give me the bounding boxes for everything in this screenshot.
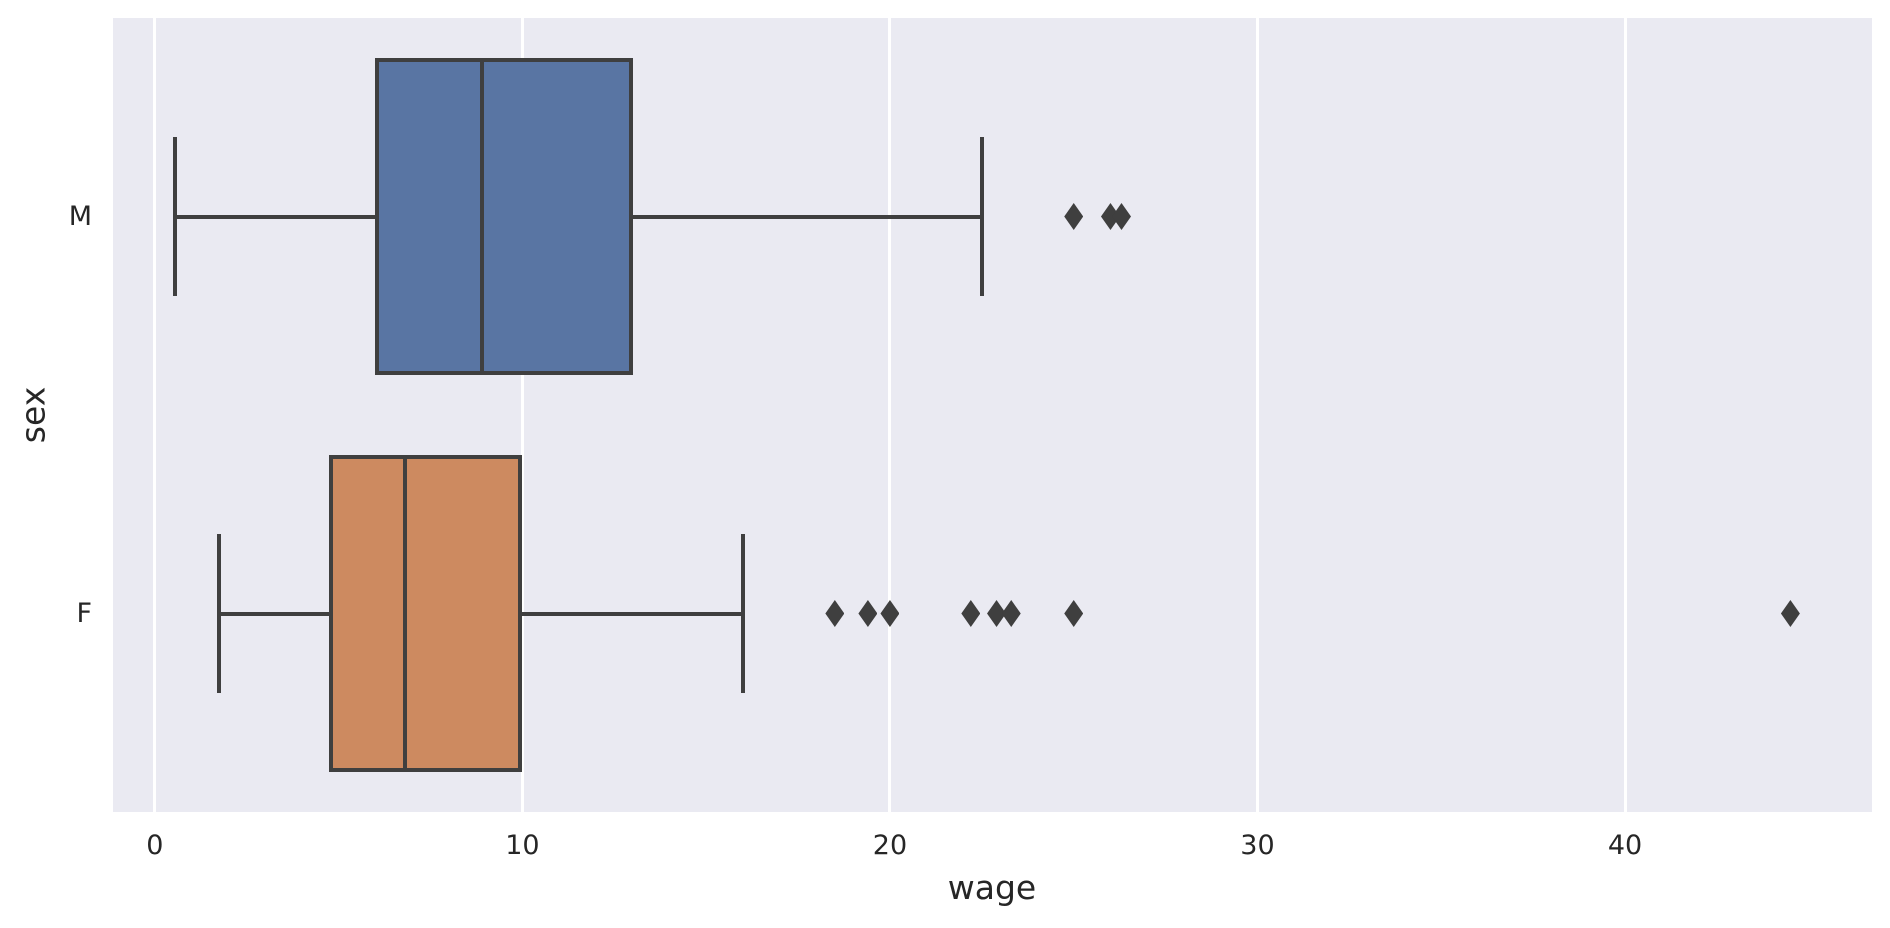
y-tick-label-M: M	[68, 200, 92, 232]
x-tick-label-20: 20	[872, 830, 908, 861]
x-gridline	[153, 18, 157, 812]
whisker-cap-low	[217, 534, 222, 693]
outlier-diamond	[1001, 600, 1021, 627]
x-tick-label-0: 0	[146, 830, 164, 861]
outlier-diamond	[1100, 203, 1120, 230]
outlier-diamond	[825, 600, 845, 627]
outlier-diamond	[858, 600, 878, 627]
median-line-M	[480, 57, 484, 376]
x-tick-label-30: 30	[1240, 830, 1275, 861]
whisker-line-high	[522, 611, 743, 616]
whisker-line-low	[219, 611, 330, 616]
whisker-cap-low	[173, 137, 178, 296]
whisker-line-high	[632, 214, 982, 219]
whisker-cap-high	[740, 534, 745, 693]
outlier-diamond	[987, 600, 1007, 627]
median-line-F	[402, 454, 407, 773]
box-F	[329, 454, 523, 773]
y-tick-label-F: F	[76, 597, 92, 629]
whisker-line-low	[175, 214, 376, 219]
x-axis-title: wage	[947, 868, 1037, 907]
whisker-cap-high	[979, 137, 984, 296]
outlier-diamond	[961, 600, 981, 627]
outlier-diamond	[1780, 600, 1800, 627]
y-axis-title: sex	[13, 386, 53, 444]
x-tick-label-40: 40	[1607, 830, 1643, 861]
x-gridline	[520, 18, 524, 812]
outlier-diamond	[880, 600, 900, 627]
x-gridline	[1623, 18, 1627, 812]
x-gridline	[888, 18, 892, 812]
x-gridline	[1255, 18, 1259, 812]
x-tick-label-10: 10	[505, 830, 540, 861]
outlier-diamond	[1064, 600, 1084, 627]
outlier-diamond	[1064, 203, 1084, 230]
box-M	[375, 57, 633, 376]
plot-area	[113, 18, 1872, 812]
outlier-diamond	[1112, 203, 1131, 230]
